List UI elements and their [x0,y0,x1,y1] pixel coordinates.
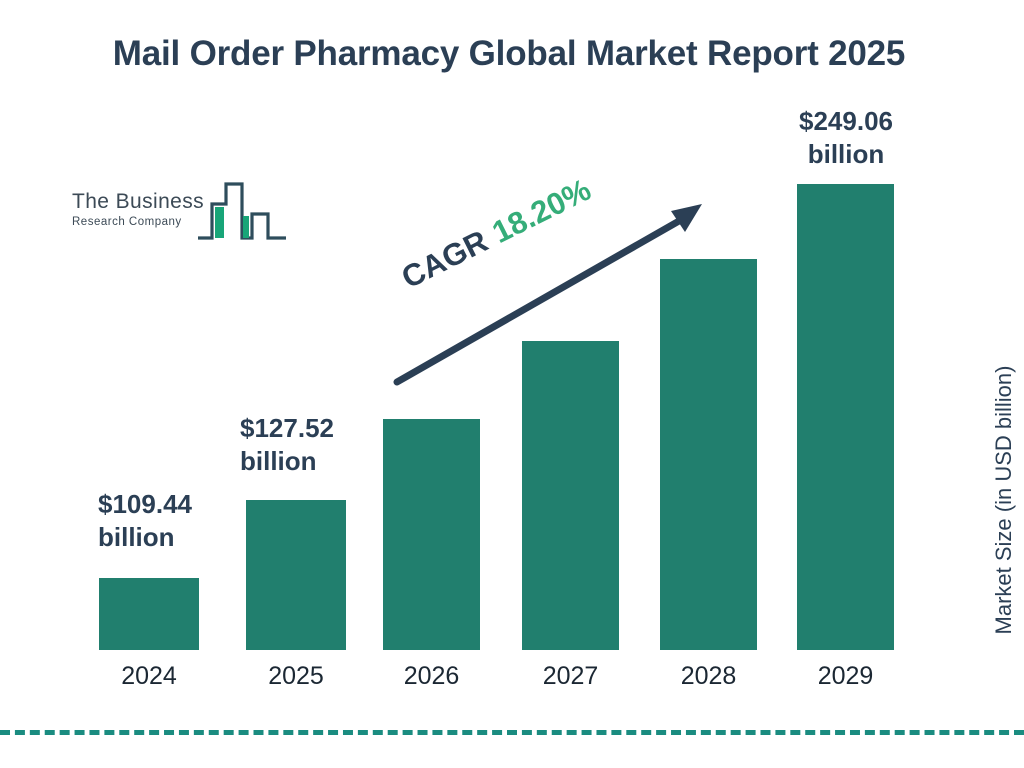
bar-2029 [797,184,894,650]
logo-line-2: Research Company [72,216,182,228]
value-amount: $127.52 [240,413,334,443]
logo-line-1: The Business [72,190,205,213]
bar-2025 [246,500,346,650]
company-logo: The Business Research Company [72,182,287,248]
x-axis-label-2026: 2026 [403,662,460,690]
x-axis-label-2027: 2027 [542,662,599,690]
value-unit: billion [807,139,885,170]
value-amount: $249.06 [799,106,893,136]
x-axis-label-2024: 2024 [121,662,177,690]
x-axis-label-2025: 2025 [268,662,324,690]
footer-divider [0,730,1024,735]
value-callout-2029: $249.06 billion [760,105,932,172]
bar-2027 [522,341,619,650]
value-callout-2025: $127.52 billion [240,412,372,479]
logo-wordmark: The Business Research Company [72,190,204,228]
bar-2024 [99,578,199,650]
y-axis-title-text: Market Size (in USD billion) [991,365,1016,635]
value-amount: $109.44 [98,489,192,519]
page-title: Mail Order Pharmacy Global Market Report… [112,34,906,73]
bar-2026 [383,419,480,650]
y-axis-title: Market Size (in USD billion) [984,330,1024,670]
value-unit: billion [240,446,317,477]
value-callout-2024: $109.44 billion [98,488,230,555]
x-axis-label-2029: 2029 [817,662,874,690]
x-axis-label-2028: 2028 [680,662,737,690]
value-unit: billion [98,522,175,553]
bar-chart-logo-icon [198,182,286,240]
bar-2028 [660,259,757,650]
